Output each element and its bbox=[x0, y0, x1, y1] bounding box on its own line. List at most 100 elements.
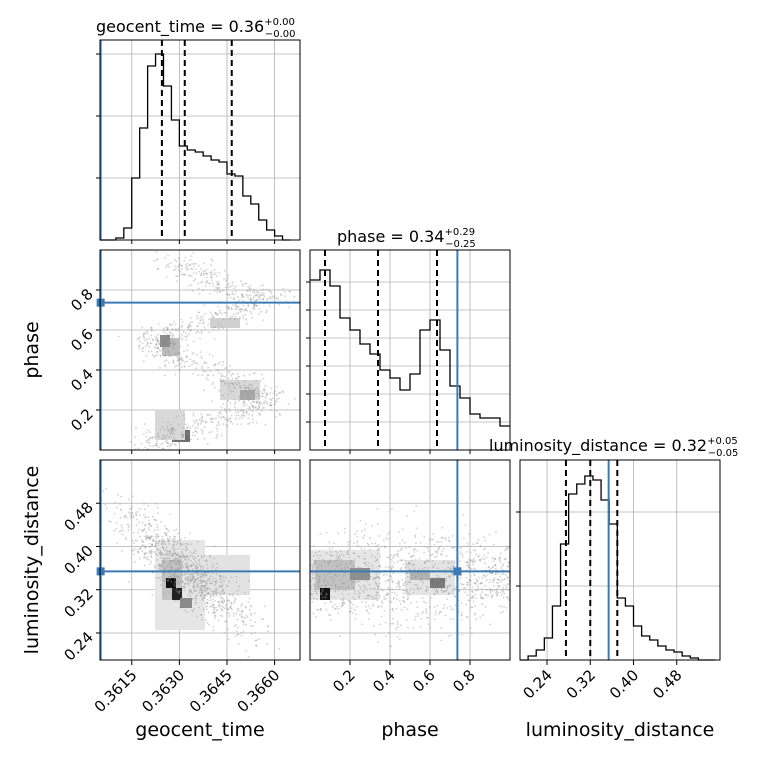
sample-point bbox=[473, 558, 476, 560]
sample-point bbox=[168, 572, 171, 575]
sample-point bbox=[230, 307, 233, 310]
sample-point bbox=[180, 357, 183, 359]
sample-point bbox=[327, 613, 330, 616]
sample-point bbox=[194, 560, 197, 563]
sample-point bbox=[268, 304, 271, 307]
sample-point bbox=[491, 594, 494, 597]
sample-point bbox=[181, 566, 184, 569]
sample-point bbox=[130, 515, 132, 517]
sample-point bbox=[193, 359, 195, 362]
sample-point bbox=[341, 585, 344, 588]
sample-point bbox=[232, 372, 235, 375]
sample-point bbox=[379, 555, 382, 558]
sample-point bbox=[221, 375, 224, 377]
sample-point bbox=[174, 568, 177, 571]
sample-point bbox=[210, 605, 213, 608]
sample-point bbox=[391, 580, 394, 583]
sample-point bbox=[452, 589, 454, 592]
sample-point bbox=[248, 287, 251, 290]
sample-point bbox=[347, 593, 350, 596]
sample-point bbox=[247, 655, 250, 658]
sample-point bbox=[182, 554, 184, 556]
sample-point bbox=[207, 374, 210, 376]
sample-point bbox=[358, 596, 361, 599]
sample-point bbox=[333, 596, 336, 599]
sample-point bbox=[411, 559, 413, 562]
panel-hist-geocent-time bbox=[100, 40, 300, 240]
sample-point bbox=[164, 360, 166, 363]
sample-point bbox=[491, 589, 494, 592]
sample-point bbox=[203, 270, 206, 272]
sample-point bbox=[167, 343, 169, 346]
sample-point bbox=[255, 400, 258, 403]
sample-point bbox=[472, 591, 474, 593]
sample-point bbox=[446, 586, 449, 589]
sample-point bbox=[204, 594, 207, 597]
sample-point bbox=[137, 337, 140, 340]
sample-point bbox=[174, 268, 177, 270]
sample-point bbox=[227, 399, 229, 402]
sample-point bbox=[497, 582, 500, 584]
sample-point bbox=[249, 294, 251, 297]
sample-point bbox=[501, 588, 504, 591]
sample-point bbox=[214, 545, 217, 548]
sample-point bbox=[218, 361, 221, 364]
sample-point bbox=[200, 416, 203, 419]
sample-point bbox=[332, 577, 334, 580]
sample-point bbox=[173, 583, 176, 586]
sample-point bbox=[173, 576, 176, 579]
sample-point bbox=[216, 435, 218, 438]
sample-point bbox=[193, 340, 195, 343]
sample-point bbox=[194, 430, 197, 433]
sample-point bbox=[206, 587, 209, 590]
sample-point bbox=[120, 509, 123, 512]
sample-point bbox=[261, 618, 264, 620]
sample-point bbox=[313, 577, 316, 580]
sample-point bbox=[251, 410, 254, 413]
sample-point bbox=[245, 386, 248, 389]
sample-point bbox=[279, 391, 282, 394]
sample-point bbox=[436, 550, 438, 553]
sample-point bbox=[474, 612, 477, 615]
sample-point bbox=[195, 272, 198, 275]
sample-point bbox=[153, 346, 156, 349]
sample-point bbox=[255, 299, 258, 301]
sample-point bbox=[247, 394, 249, 397]
sample-point bbox=[404, 566, 407, 569]
sample-point bbox=[339, 635, 341, 637]
sample-point bbox=[125, 515, 127, 518]
sample-point bbox=[181, 589, 184, 592]
sample-point bbox=[413, 563, 415, 566]
sample-point bbox=[144, 564, 146, 567]
sample-point bbox=[234, 308, 237, 310]
sample-point bbox=[172, 340, 174, 343]
sample-point bbox=[349, 540, 352, 543]
sample-point bbox=[127, 529, 130, 532]
sample-point bbox=[426, 560, 429, 562]
sample-point bbox=[395, 553, 398, 556]
sample-point bbox=[230, 602, 233, 604]
sample-point bbox=[261, 395, 263, 398]
sample-point bbox=[160, 542, 163, 545]
sample-point bbox=[161, 539, 164, 541]
sample-point bbox=[135, 524, 138, 527]
sample-point bbox=[446, 598, 449, 600]
sample-point bbox=[162, 591, 165, 594]
sample-point bbox=[191, 597, 194, 600]
sample-point bbox=[203, 554, 206, 557]
sample-point bbox=[242, 404, 245, 407]
sample-point bbox=[230, 602, 233, 605]
sample-point bbox=[159, 584, 162, 587]
sample-point bbox=[334, 560, 337, 563]
sample-point bbox=[251, 405, 254, 408]
sample-point bbox=[195, 564, 198, 567]
sample-point bbox=[434, 550, 437, 553]
sample-point bbox=[465, 561, 468, 563]
sample-point bbox=[169, 334, 172, 336]
sample-point bbox=[147, 537, 150, 539]
sample-point bbox=[240, 392, 243, 395]
sample-point bbox=[138, 340, 141, 343]
sample-point bbox=[468, 572, 471, 574]
sample-point bbox=[398, 638, 401, 640]
sample-point bbox=[146, 537, 148, 539]
